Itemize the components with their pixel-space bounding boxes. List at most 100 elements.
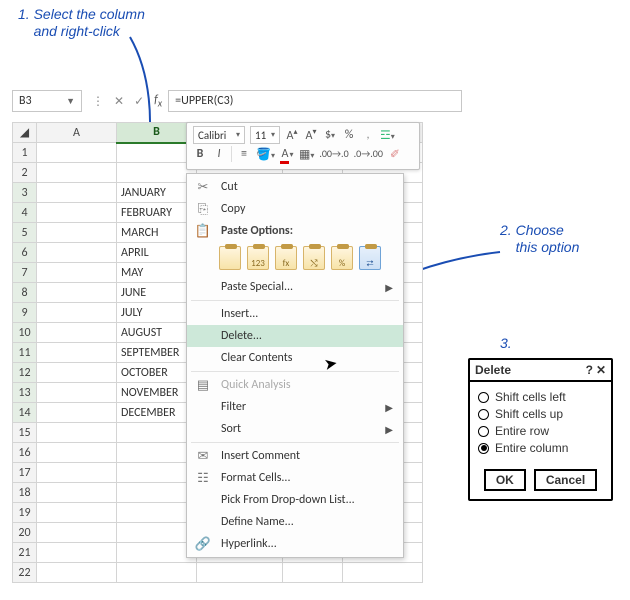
bold-icon[interactable]: B [193, 147, 207, 161]
menu-define-name[interactable]: Define Name... [187, 511, 403, 533]
increase-font-icon[interactable]: A▴ [285, 127, 299, 143]
cell[interactable] [37, 183, 117, 203]
menu-insert[interactable]: Insert... [187, 303, 403, 325]
font-color-icon[interactable]: A▾ [280, 147, 294, 161]
cell[interactable] [37, 343, 117, 363]
cell[interactable] [37, 283, 117, 303]
option-entire-column[interactable]: Entire column [478, 441, 603, 455]
option-shift-left[interactable]: Shift cells left [478, 390, 603, 404]
menu-cut[interactable]: ✂ Cut [187, 176, 403, 198]
col-header-a[interactable]: A [37, 123, 117, 143]
menu-delete[interactable]: Delete... [187, 325, 403, 347]
row-header[interactable]: 10 [13, 323, 37, 343]
cell[interactable] [117, 523, 197, 543]
cell[interactable] [37, 503, 117, 523]
increase-decimal-icon[interactable]: .0→.00 [354, 147, 383, 161]
cell[interactable] [37, 403, 117, 423]
currency-icon[interactable]: $▾ [323, 128, 337, 142]
cell[interactable] [117, 463, 197, 483]
cell[interactable] [37, 143, 117, 163]
cell[interactable] [37, 423, 117, 443]
row-header[interactable]: 18 [13, 483, 37, 503]
row-header[interactable]: 4 [13, 203, 37, 223]
menu-paste-special[interactable]: Paste Special... ▶ [187, 276, 403, 298]
percent-icon[interactable]: % [342, 128, 356, 142]
row-header[interactable]: 12 [13, 363, 37, 383]
cell[interactable] [117, 483, 197, 503]
menu-hyperlink[interactable]: 🔗 Hyperlink... [187, 533, 403, 555]
cancel-button[interactable]: Cancel [534, 469, 597, 491]
row-header[interactable]: 19 [13, 503, 37, 523]
row-header[interactable]: 15 [13, 423, 37, 443]
paste-formatting-icon[interactable]: % [331, 246, 353, 270]
border-icon[interactable]: ▦▾ [299, 147, 314, 162]
cell[interactable] [37, 323, 117, 343]
menu-insert-comment[interactable]: ✉ Insert Comment [187, 445, 403, 467]
formula-input[interactable]: =UPPER(C3) [168, 90, 462, 112]
cell[interactable] [37, 463, 117, 483]
row-header[interactable]: 21 [13, 543, 37, 563]
decrease-font-icon[interactable]: A▾ [304, 127, 318, 143]
row-header[interactable]: 5 [13, 223, 37, 243]
decrease-decimal-icon[interactable]: .00→.0 [319, 147, 348, 161]
comma-icon[interactable]: , [361, 128, 375, 142]
col-header-b[interactable]: B [117, 123, 197, 143]
menu-clear-contents[interactable]: Clear Contents [187, 347, 403, 369]
ok-button[interactable]: OK [484, 469, 526, 491]
menu-format-cells[interactable]: ☷ Format Cells... [187, 467, 403, 489]
cell[interactable]: OCTOBER [117, 363, 197, 383]
cell[interactable] [37, 263, 117, 283]
cell[interactable]: MAY [117, 263, 197, 283]
cell[interactable] [37, 483, 117, 503]
cell[interactable]: JUNE [117, 283, 197, 303]
cell[interactable] [37, 163, 117, 183]
option-entire-row[interactable]: Entire row [478, 424, 603, 438]
select-all-corner[interactable]: ◢ [13, 123, 37, 143]
cell[interactable] [117, 423, 197, 443]
cell[interactable] [343, 563, 423, 583]
cell[interactable]: AUGUST [117, 323, 197, 343]
cell[interactable] [117, 543, 197, 563]
row-header[interactable]: 14 [13, 403, 37, 423]
format-painter-icon[interactable]: ✐ [388, 147, 402, 162]
paste-icon[interactable] [219, 246, 241, 270]
paste-formulas-icon[interactable]: fx [275, 246, 297, 270]
menu-copy[interactable]: ⎘ Copy [187, 198, 403, 220]
cell[interactable]: JULY [117, 303, 197, 323]
option-shift-up[interactable]: Shift cells up [478, 407, 603, 421]
font-name-dropdown[interactable]: Calibri▾ [193, 126, 245, 144]
paste-transpose-icon[interactable]: ⤭ [303, 246, 325, 270]
cell[interactable] [37, 303, 117, 323]
close-icon[interactable]: ✕ [596, 363, 606, 377]
row-header[interactable]: 6 [13, 243, 37, 263]
cell[interactable] [283, 563, 343, 583]
confirm-icon[interactable]: ✓ [134, 94, 144, 109]
cell[interactable] [37, 203, 117, 223]
conditional-format-icon[interactable]: ☲▾ [380, 128, 395, 143]
row-header[interactable]: 17 [13, 463, 37, 483]
cell[interactable]: JANUARY [117, 183, 197, 203]
row-header[interactable]: 22 [13, 563, 37, 583]
row-header[interactable]: 13 [13, 383, 37, 403]
cell[interactable]: SEPTEMBER [117, 343, 197, 363]
name-box[interactable]: B3 ▼ [12, 90, 82, 112]
cell[interactable] [37, 543, 117, 563]
cell[interactable] [37, 363, 117, 383]
cancel-icon[interactable]: ✕ [114, 94, 124, 109]
help-icon[interactable]: ? [586, 363, 593, 377]
cell[interactable] [37, 523, 117, 543]
cell[interactable] [117, 143, 197, 163]
menu-pick-from-list[interactable]: Pick From Drop-down List... [187, 489, 403, 511]
cell[interactable] [37, 243, 117, 263]
menu-sort[interactable]: Sort ▶ [187, 418, 403, 440]
cell[interactable] [117, 163, 197, 183]
row-header[interactable]: 7 [13, 263, 37, 283]
cell[interactable] [37, 443, 117, 463]
paste-link-icon[interactable]: ⮂ [359, 246, 381, 270]
row-header[interactable]: 20 [13, 523, 37, 543]
row-header[interactable]: 11 [13, 343, 37, 363]
cell[interactable]: DECEMBER [117, 403, 197, 423]
row-header[interactable]: 8 [13, 283, 37, 303]
row-header[interactable]: 3 [13, 183, 37, 203]
row-header[interactable]: 16 [13, 443, 37, 463]
